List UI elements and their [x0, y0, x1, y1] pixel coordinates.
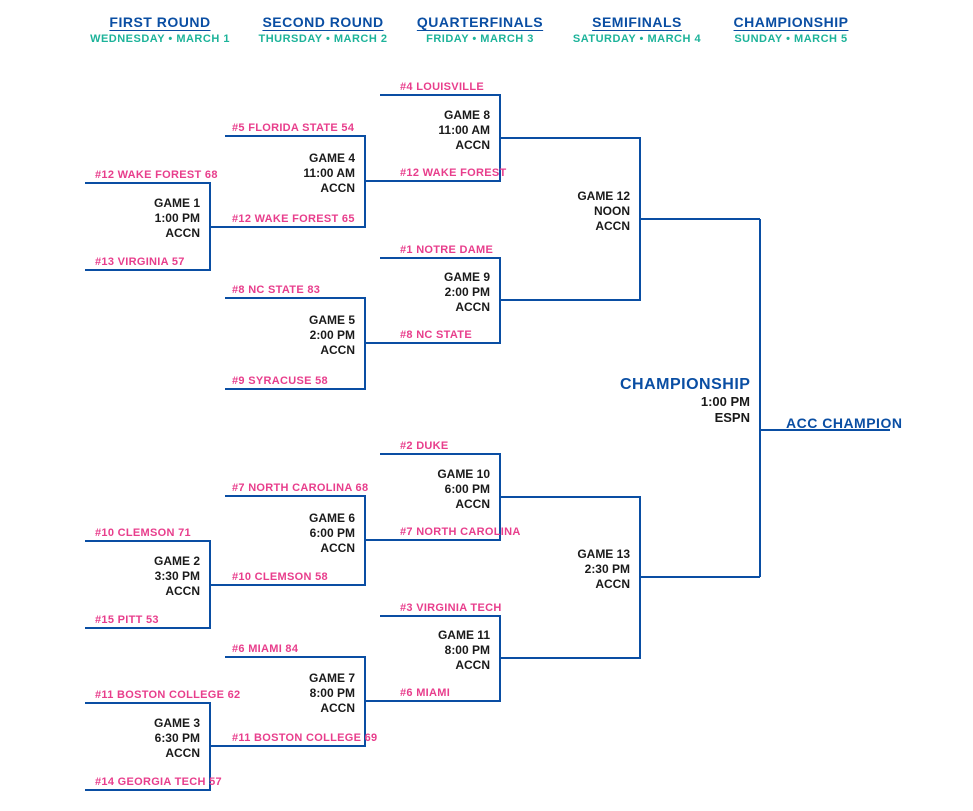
game-name: GAME 7: [275, 671, 355, 686]
team: #3 VIRGINIA TECH: [400, 602, 502, 614]
team: #2 DUKE: [400, 440, 449, 452]
team: #10 CLEMSON 71: [95, 527, 191, 539]
game-name: GAME 1: [120, 196, 200, 211]
round-header-3: QUARTERFINALS FRIDAY • MARCH 3: [400, 14, 560, 45]
game-name: GAME 4: [275, 151, 355, 166]
game-name: GAME 8: [410, 108, 490, 123]
round-title: FIRST ROUND: [85, 14, 235, 30]
team: #11 BOSTON COLLEGE 62: [95, 689, 240, 701]
team: #11 BOSTON COLLEGE 69: [232, 732, 377, 744]
round-subtitle: SATURDAY • MARCH 4: [562, 33, 712, 45]
game-tv: ACCN: [275, 181, 355, 196]
game-tv: ACCN: [410, 658, 490, 673]
team: #6 MIAMI: [400, 687, 450, 699]
round-subtitle: SUNDAY • MARCH 5: [716, 33, 866, 45]
round-header-4: SEMIFINALS SATURDAY • MARCH 4: [562, 14, 712, 45]
team: #12 WAKE FOREST 68: [95, 169, 218, 181]
game-1: GAME 1 1:00 PM ACCN: [120, 196, 200, 241]
game-tv: ACCN: [275, 701, 355, 716]
game-tv: ACCN: [410, 497, 490, 512]
team: #12 WAKE FOREST 65: [232, 213, 355, 225]
championship-title: CHAMPIONSHIP: [620, 376, 750, 394]
game-6: GAME 6 6:00 PM ACCN: [275, 511, 355, 556]
round-title: QUARTERFINALS: [400, 14, 560, 30]
team: #12 WAKE FOREST: [400, 167, 507, 179]
team: #7 NORTH CAROLINA: [400, 526, 521, 538]
round-header-5: CHAMPIONSHIP SUNDAY • MARCH 5: [716, 14, 866, 45]
bracket-container: FIRST ROUND WEDNESDAY • MARCH 1 SECOND R…: [0, 0, 973, 811]
game-time: 8:00 PM: [410, 643, 490, 658]
game-tv: ACCN: [120, 746, 200, 761]
team: #13 VIRGINIA 57: [95, 256, 185, 268]
championship-time: 1:00 PM: [620, 394, 750, 410]
game-9: GAME 9 2:00 PM ACCN: [410, 270, 490, 315]
game-8: GAME 8 11:00 AM ACCN: [410, 108, 490, 153]
game-3: GAME 3 6:30 PM ACCN: [120, 716, 200, 761]
round-header-1: FIRST ROUND WEDNESDAY • MARCH 1: [85, 14, 235, 45]
game-tv: ACCN: [550, 577, 630, 592]
game-12: GAME 12 NOON ACCN: [550, 189, 630, 234]
team: #5 FLORIDA STATE 54: [232, 122, 354, 134]
game-time: 2:00 PM: [275, 328, 355, 343]
game-time: 2:00 PM: [410, 285, 490, 300]
game-10: GAME 10 6:00 PM ACCN: [410, 467, 490, 512]
game-13: GAME 13 2:30 PM ACCN: [550, 547, 630, 592]
team: #8 NC STATE 83: [232, 284, 320, 296]
game-name: GAME 3: [120, 716, 200, 731]
round-title: CHAMPIONSHIP: [716, 14, 866, 30]
team: #6 MIAMI 84: [232, 643, 298, 655]
game-2: GAME 2 3:30 PM ACCN: [120, 554, 200, 599]
game-time: 3:30 PM: [120, 569, 200, 584]
game-time: 6:00 PM: [410, 482, 490, 497]
champion-label: ACC CHAMPION: [786, 415, 902, 431]
round-header-2: SECOND ROUND THURSDAY • MARCH 2: [238, 14, 408, 45]
game-5: GAME 5 2:00 PM ACCN: [275, 313, 355, 358]
round-title: SEMIFINALS: [562, 14, 712, 30]
round-subtitle: FRIDAY • MARCH 3: [400, 33, 560, 45]
round-title: SECOND ROUND: [238, 14, 408, 30]
game-name: GAME 9: [410, 270, 490, 285]
team: #14 GEORGIA TECH 57: [95, 776, 222, 788]
game-time: 6:00 PM: [275, 526, 355, 541]
game-name: GAME 6: [275, 511, 355, 526]
game-tv: ACCN: [275, 343, 355, 358]
team: #10 CLEMSON 58: [232, 571, 328, 583]
game-tv: ACCN: [120, 226, 200, 241]
game-name: GAME 5: [275, 313, 355, 328]
game-7: GAME 7 8:00 PM ACCN: [275, 671, 355, 716]
game-time: 1:00 PM: [120, 211, 200, 226]
game-tv: ACCN: [120, 584, 200, 599]
championship-tv: ESPN: [620, 410, 750, 426]
championship-block: CHAMPIONSHIP 1:00 PM ESPN: [620, 376, 750, 427]
game-tv: ACCN: [550, 219, 630, 234]
team: #9 SYRACUSE 58: [232, 375, 328, 387]
game-time: 2:30 PM: [550, 562, 630, 577]
game-name: GAME 13: [550, 547, 630, 562]
game-4: GAME 4 11:00 AM ACCN: [275, 151, 355, 196]
game-time: 6:30 PM: [120, 731, 200, 746]
game-name: GAME 11: [410, 628, 490, 643]
game-name: GAME 10: [410, 467, 490, 482]
game-name: GAME 12: [550, 189, 630, 204]
game-time: 11:00 AM: [275, 166, 355, 181]
game-time: NOON: [550, 204, 630, 219]
round-subtitle: THURSDAY • MARCH 2: [238, 33, 408, 45]
round-subtitle: WEDNESDAY • MARCH 1: [85, 33, 235, 45]
game-tv: ACCN: [410, 300, 490, 315]
team: #4 LOUISVILLE: [400, 81, 484, 93]
game-time: 11:00 AM: [410, 123, 490, 138]
team: #15 PITT 53: [95, 614, 159, 626]
game-tv: ACCN: [275, 541, 355, 556]
team: #8 NC STATE: [400, 329, 472, 341]
game-tv: ACCN: [410, 138, 490, 153]
game-time: 8:00 PM: [275, 686, 355, 701]
game-11: GAME 11 8:00 PM ACCN: [410, 628, 490, 673]
team: #7 NORTH CAROLINA 68: [232, 482, 368, 494]
team: #1 NOTRE DAME: [400, 244, 493, 256]
game-name: GAME 2: [120, 554, 200, 569]
